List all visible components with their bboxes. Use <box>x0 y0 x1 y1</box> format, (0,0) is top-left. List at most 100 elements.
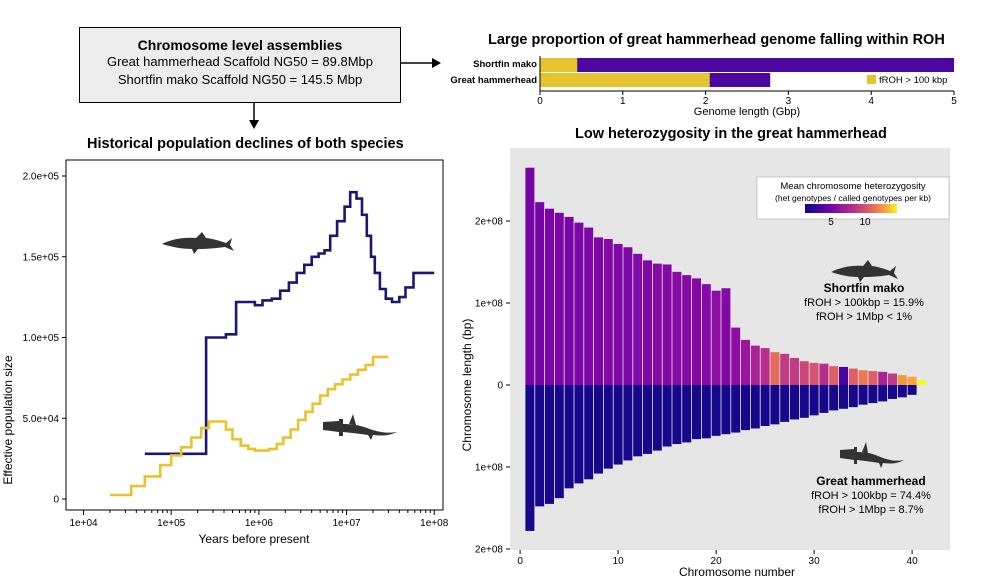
roh-x-tick-label: 0 <box>537 96 543 107</box>
hh-chromosome-bar <box>839 385 848 409</box>
het-y-axis-label: Chromosome length (bp) <box>460 319 474 452</box>
hh-chromosome-bar <box>652 385 662 451</box>
roh-category-label: Shortfin mako <box>473 59 537 70</box>
mako-chromosome-bar <box>603 239 613 385</box>
psmc-y-tick-label: 1.5e+05 <box>23 252 60 263</box>
arrow-down-icon <box>249 103 259 129</box>
hh-chromosome-bar <box>858 385 868 405</box>
het-legend: Mean chromosome heterozygosity (het geno… <box>756 176 950 228</box>
hh-chromosome-bar <box>809 385 819 416</box>
psmc-x-axis-label: Years before present <box>199 532 311 546</box>
het-colorbar-tick: 5 <box>828 217 834 228</box>
roh-legend-swatch <box>867 75 876 84</box>
mako-chromosome-bar <box>897 375 907 385</box>
het-x-tick-label: 0 <box>517 556 523 567</box>
mako-chromosome-bar <box>848 368 858 385</box>
psmc-x-tick-label: 1e+08 <box>420 518 449 529</box>
roh-category-label: Great hammerhead <box>450 75 537 86</box>
mako-chromosome-bar <box>731 327 741 385</box>
mako-chromosome-bar <box>750 345 760 385</box>
mako-chromosome-bar <box>878 371 888 385</box>
psmc-y-tick-label: 0 <box>53 495 59 506</box>
shark-icon <box>831 260 898 282</box>
het-x-tick-label: 20 <box>711 556 723 567</box>
hh-chromosome-bar <box>662 385 672 447</box>
hh-chromosome-bar <box>750 385 760 429</box>
hh-chromosome-bar <box>897 385 907 398</box>
mako-chromosome-bar <box>721 288 731 385</box>
roh-total-bar <box>540 58 954 72</box>
het-x-axis-label: Chromosome number <box>679 565 795 579</box>
het-x-tick-label: 10 <box>613 556 625 567</box>
mako-chromosome-bar <box>711 290 721 385</box>
mako-chromosome-bar <box>829 366 839 385</box>
mako-chromosome-bar <box>623 247 633 385</box>
mako-chromosome-bar <box>554 212 564 385</box>
hammerhead-ng50: Great hammerhead Scaffold NG50 = 89.8Mbp <box>106 54 374 69</box>
hh-chromosome-bar <box>878 385 888 402</box>
mako-chromosome-bar <box>809 362 819 385</box>
hh-chromosome-bar <box>741 385 750 431</box>
het-legend-subtitle: (het genotypes / called genotypes per kb… <box>775 193 931 203</box>
mako-chromosome-bar <box>682 275 692 385</box>
hh-chromosome-bar <box>760 385 770 426</box>
hh-chromosome-bar <box>692 385 701 440</box>
hammerhead-psmc-line <box>109 355 389 497</box>
het-legend-title: Mean chromosome heterozygosity <box>780 181 925 192</box>
roh-froh-bar <box>540 73 710 87</box>
roh-legend-label: fROH > 100 kbp <box>879 75 947 86</box>
mako-chromosome-bar <box>819 363 829 385</box>
roh-x-tick-label: 2 <box>703 96 709 107</box>
hammerhead-icon <box>323 414 397 440</box>
mako-ng50: Shortfin mako Scaffold NG50 = 145.5 Mbp <box>117 72 363 87</box>
hh-chromosome-bar <box>770 385 780 425</box>
assembly-info-box: Chromosome level assemblies Great hammer… <box>79 27 401 103</box>
mako-chromosome-bar <box>868 371 878 385</box>
shark-icon <box>162 232 234 254</box>
hh-chromosome-bar <box>633 385 643 457</box>
het-x-tick-label: 30 <box>809 556 821 567</box>
hh-chromosome-bar <box>545 385 554 504</box>
mako-chromosome-bar <box>535 202 545 385</box>
hh-chromosome-bar <box>799 385 809 418</box>
hh-chromosome-bar <box>554 385 564 499</box>
mako-chromosome-bar <box>652 263 662 385</box>
hh-annotation-name: Great hammerhead <box>816 474 925 488</box>
hh-chromosome-bar <box>711 385 721 436</box>
het-x-tick-label: 40 <box>907 556 919 567</box>
hammerhead-icon <box>840 442 904 468</box>
hh-chromosome-bar <box>888 385 897 399</box>
psmc-y-tick-label: 1.0e+05 <box>23 333 60 344</box>
psmc-chart-title: Historical population declines of both s… <box>87 136 404 152</box>
mako-chromosome-bar <box>594 237 603 385</box>
het-colorbar-tick: 10 <box>859 217 871 228</box>
roh-x-axis-label: Genome length (Gbp) <box>694 106 800 118</box>
roh-froh-bar <box>540 58 578 72</box>
mako-chromosome-bar <box>888 373 897 385</box>
psmc-x-tick-label: 1e+06 <box>245 518 274 529</box>
psmc-y-tick-label: 5.0e+04 <box>23 414 60 425</box>
hh-chromosome-bar <box>672 385 682 445</box>
mako-chromosome-bar <box>780 353 790 385</box>
hh-chromosome-bar <box>829 385 839 411</box>
mako-chromosome-bar <box>907 376 917 385</box>
hh-chromosome-bar <box>731 385 741 433</box>
mako-chromosome-bar <box>643 260 652 385</box>
het-chart-title: Low heterozygosity in the great hammerhe… <box>575 126 887 142</box>
hh-chromosome-bar <box>535 385 545 507</box>
hh-chromosome-bar <box>623 385 633 461</box>
psmc-x-tick-label: 1e+05 <box>157 518 186 529</box>
hh-chromosome-bar <box>574 385 584 484</box>
mako-chromosome-bar <box>741 339 750 385</box>
psmc-chart: 0 5.0e+04 1.0e+05 1.5e+05 2.0e+05 1e+04 1e+05… <box>1 159 449 546</box>
hh-chromosome-bar <box>780 385 790 422</box>
hh-chromosome-bar <box>564 385 574 489</box>
hh-chromosome-bar <box>848 385 858 408</box>
hh-chromosome-bar <box>790 385 799 420</box>
mako-annotation-roh1: fROH > 100kbp = 15.9% <box>804 297 924 309</box>
mako-chromosome-bar <box>633 253 643 385</box>
mako-chromosome-bar <box>545 208 554 385</box>
hh-chromosome-bar <box>682 385 692 443</box>
hh-chromosome-bar <box>721 385 731 435</box>
